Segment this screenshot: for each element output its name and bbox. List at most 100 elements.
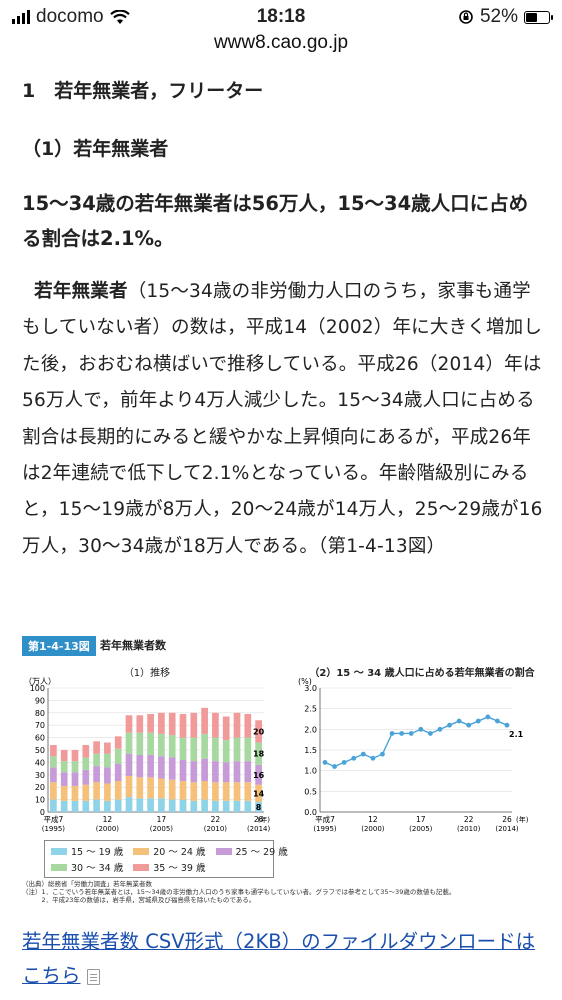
bar-segment bbox=[233, 800, 241, 812]
figure-notes: （出典）総務省「労働力調査」若年無業者数 （注）1．ここでいう若年無業者とは，15… bbox=[22, 880, 522, 904]
bar-x-tick-sublabel: (2005) bbox=[150, 825, 174, 833]
ratio-point bbox=[447, 722, 452, 728]
bar-segment bbox=[244, 782, 252, 801]
bar-segment bbox=[114, 799, 122, 812]
bar-x-tick-label: 12 bbox=[103, 815, 113, 824]
bar-segment bbox=[179, 737, 187, 760]
ratio-point bbox=[389, 731, 395, 736]
line-y-tick-label: 2.0 bbox=[304, 725, 317, 734]
bar-segment bbox=[71, 761, 79, 773]
bar-segment bbox=[136, 732, 144, 755]
bar-segment bbox=[158, 712, 165, 734]
bar-segment bbox=[244, 714, 252, 738]
line-x-tick-label: 26 bbox=[502, 815, 512, 824]
bar-segment bbox=[147, 777, 154, 799]
csv-download-link-text[interactable]: 若年無業者数 CSV形式（2KB）のファイルダウンロードはこちら bbox=[22, 930, 536, 987]
legend-label: 35 〜 39 歳 bbox=[153, 863, 206, 874]
bar-x-tick-sublabel: (2000) bbox=[96, 825, 120, 833]
bar-y-tick-label: 10 bbox=[35, 796, 45, 805]
chart2-title: （2）15 〜 34 歳人口に占める若年無業者の割合 bbox=[309, 668, 535, 679]
figure-tag: 第1-4-13図 bbox=[22, 636, 96, 656]
line-x-tick-sublabel: (2014) bbox=[495, 825, 519, 833]
legend-swatch bbox=[51, 863, 67, 871]
ratio-point bbox=[408, 731, 414, 736]
subsection-heading: （1）若年無業者 bbox=[22, 138, 169, 160]
bar-y-tick-label: 90 bbox=[35, 696, 45, 705]
bar-segment bbox=[71, 772, 79, 786]
bar-segment bbox=[93, 766, 100, 783]
line-x-tick-label: 12 bbox=[368, 815, 378, 824]
legend-item: 20 〜 24 歳 bbox=[133, 844, 206, 858]
bar-segment bbox=[60, 785, 68, 801]
line-x-tick-sublabel: (1995) bbox=[313, 825, 337, 833]
bar-y-axis-label: （万人） bbox=[24, 677, 56, 686]
bar-segment bbox=[255, 764, 262, 785]
bar-segment bbox=[114, 781, 122, 800]
bar-x-tick-label: 17 bbox=[157, 815, 167, 824]
bar-y-tick-label: 0 bbox=[40, 808, 45, 817]
figure[interactable]: 第1-4-13図 若年無業者数 （1）推移 （2）15 〜 34 歳人口に占める… bbox=[22, 636, 538, 904]
bar-y-tick-label: 70 bbox=[35, 721, 45, 730]
ratio-point bbox=[380, 751, 385, 757]
bar-y-tick-label: 60 bbox=[35, 734, 45, 743]
legend-item: 15 〜 19 歳 bbox=[51, 844, 123, 858]
bar-segment bbox=[93, 753, 100, 767]
bar-segment bbox=[212, 800, 219, 812]
bar-segment bbox=[125, 715, 133, 733]
bar-segment bbox=[114, 763, 122, 781]
bar-y-tick-label: 80 bbox=[35, 709, 45, 718]
bar-segment bbox=[179, 799, 187, 812]
ratio-point bbox=[351, 755, 357, 761]
figure-note-line: （注）1．ここでいう若年無業者とは，15〜34歳の非労働力人口のうち家事も通学も… bbox=[22, 888, 456, 896]
ratio-point bbox=[456, 718, 462, 724]
article: 1 若年無業者，フリーター （1）若年無業者 15〜34歳の若年無業者は56万人… bbox=[22, 76, 546, 565]
bar-y-tick-label: 30 bbox=[35, 771, 45, 780]
legend-label: 30 〜 34 歳 bbox=[71, 863, 124, 874]
bar-segment bbox=[60, 761, 68, 773]
carrier-name: docomo bbox=[36, 6, 104, 27]
bar-segment bbox=[201, 733, 208, 759]
figure-note-line: 2．平成23年の数値は，岩手県，宮城県及び福島県を除いたものである。 bbox=[22, 896, 256, 904]
bar-segment bbox=[233, 761, 241, 783]
bar-segment bbox=[168, 799, 176, 812]
bar-y-tick-label: 50 bbox=[35, 746, 45, 755]
bar-segment bbox=[60, 800, 68, 812]
line-y-tick-label: 1.0 bbox=[304, 767, 317, 776]
chart1-title: （1）推移 bbox=[123, 668, 171, 679]
bar-segment bbox=[82, 745, 90, 758]
csv-download-link[interactable]: 若年無業者数 CSV形式（2KB）のファイルダウンロードはこちら bbox=[22, 925, 552, 993]
legend-swatch bbox=[51, 847, 67, 855]
bar-segment bbox=[104, 767, 111, 784]
battery-icon bbox=[524, 10, 553, 24]
status-left: docomo bbox=[12, 6, 130, 28]
bar-x-tick-sublabel: (2014) bbox=[247, 825, 271, 833]
bar-segment bbox=[125, 776, 133, 798]
bar-segment bbox=[222, 782, 230, 801]
bar-segment bbox=[82, 800, 90, 812]
bar-x-unit: (年) bbox=[258, 815, 271, 824]
ratio-point bbox=[341, 760, 347, 765]
bar-x-tick-label: 平成7 bbox=[44, 814, 64, 824]
bar-segment bbox=[147, 714, 154, 733]
bar-data-label: 16 bbox=[253, 771, 265, 780]
bar-segment bbox=[136, 754, 144, 778]
bar-segment bbox=[179, 781, 187, 800]
bar-segment bbox=[114, 736, 122, 749]
ratio-point bbox=[418, 726, 424, 732]
wifi-icon bbox=[109, 9, 130, 24]
legend-swatch bbox=[133, 847, 150, 855]
bar-segment bbox=[82, 769, 90, 785]
bar-segment bbox=[158, 756, 165, 779]
bar-segment bbox=[114, 748, 122, 764]
bar-segment bbox=[201, 781, 208, 800]
bar-x-tick-label: 22 bbox=[211, 815, 221, 824]
bar-segment bbox=[190, 712, 198, 738]
bar-segment bbox=[201, 758, 208, 781]
rotation-lock-icon bbox=[459, 10, 473, 24]
bar-segment bbox=[104, 742, 111, 754]
bar-segment bbox=[136, 777, 144, 799]
bar-data-label: 14 bbox=[253, 789, 265, 798]
bar-segment bbox=[190, 761, 198, 783]
bar-segment bbox=[168, 779, 176, 800]
address-bar[interactable]: www8.cao.go.jp bbox=[213, 32, 349, 53]
